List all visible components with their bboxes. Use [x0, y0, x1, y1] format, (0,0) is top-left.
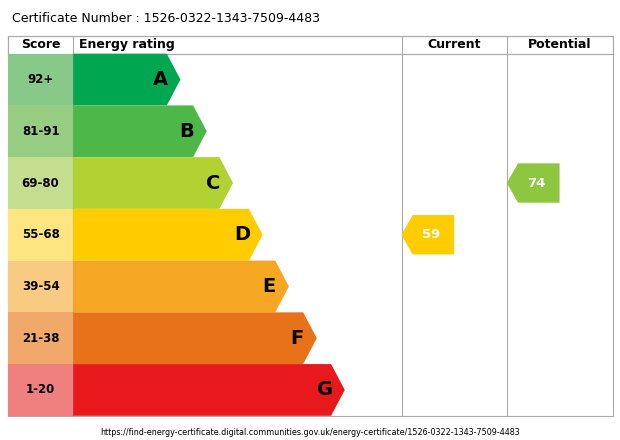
Polygon shape [507, 163, 559, 203]
Text: 21-38: 21-38 [22, 332, 60, 345]
Polygon shape [73, 364, 345, 416]
Text: Current: Current [428, 38, 481, 51]
Text: A: A [153, 70, 168, 89]
Bar [8, 312, 73, 364]
Polygon shape [73, 209, 263, 260]
Bar [8, 364, 73, 416]
Text: Energy rating: Energy rating [79, 38, 175, 51]
Text: 1-20: 1-20 [26, 383, 55, 396]
Text: 74: 74 [527, 176, 546, 190]
Polygon shape [73, 312, 317, 364]
Bar [8, 106, 73, 157]
Text: 92+: 92+ [27, 73, 54, 86]
Text: https://find-energy-certificate.digital.communities.gov.uk/energy-certificate/15: https://find-energy-certificate.digital.… [100, 428, 520, 436]
Polygon shape [73, 157, 233, 209]
Polygon shape [73, 106, 206, 157]
Text: B: B [180, 122, 194, 141]
Bar [8, 157, 73, 209]
Bar [8, 36, 613, 54]
Text: Certificate Number : 1526-0322-1343-7509-4483: Certificate Number : 1526-0322-1343-7509… [12, 12, 321, 25]
Text: 55-68: 55-68 [22, 228, 60, 241]
Text: 81-91: 81-91 [22, 125, 60, 138]
Text: C: C [206, 173, 220, 193]
Bar [8, 54, 73, 106]
Text: D: D [235, 225, 251, 244]
Text: Score: Score [21, 38, 60, 51]
Text: 39-54: 39-54 [22, 280, 60, 293]
Polygon shape [73, 54, 180, 106]
Text: F: F [290, 329, 304, 348]
Text: 69-80: 69-80 [22, 176, 60, 190]
Polygon shape [73, 260, 289, 312]
Text: G: G [317, 381, 333, 400]
Bar [8, 260, 73, 312]
Polygon shape [402, 215, 454, 254]
Text: E: E [262, 277, 276, 296]
Bar [8, 209, 73, 260]
Text: 59: 59 [422, 228, 440, 241]
Text: Potential: Potential [528, 38, 591, 51]
